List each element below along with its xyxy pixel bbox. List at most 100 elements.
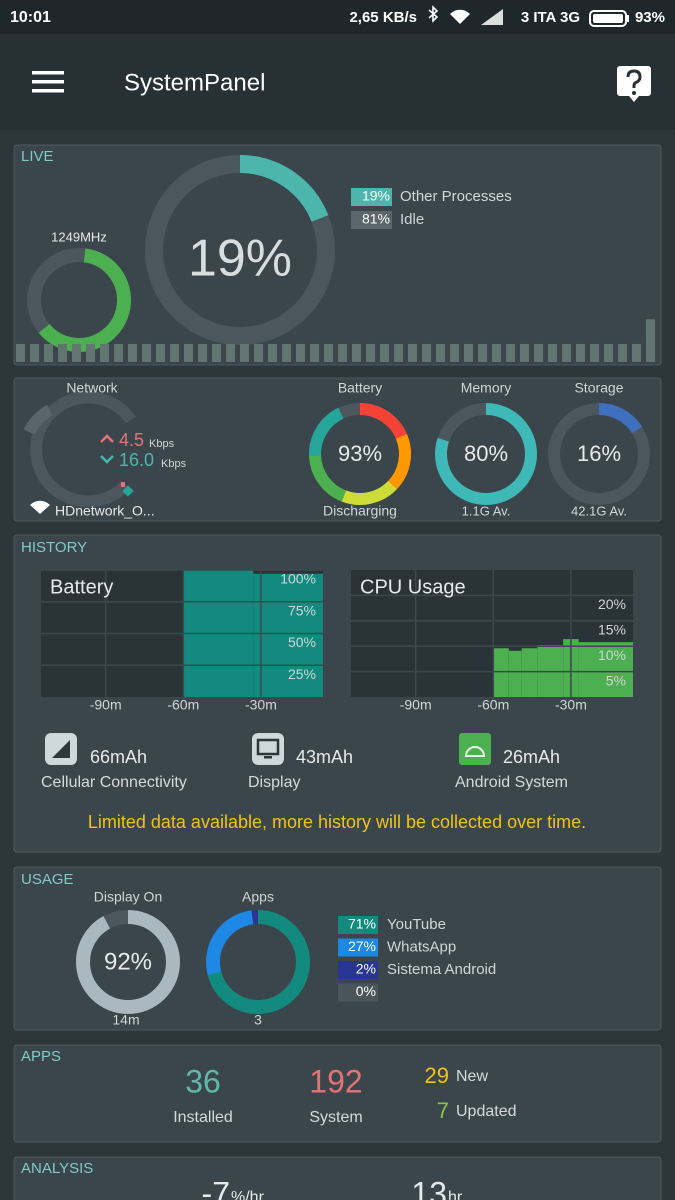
cpu-history-bar bbox=[30, 343, 39, 362]
cpu-history-bar bbox=[366, 343, 375, 362]
storage-percent: 16% bbox=[577, 441, 621, 466]
cpu-history-bar bbox=[352, 343, 361, 362]
display-percent: 92% bbox=[104, 948, 152, 975]
cpu-history-bar bbox=[44, 343, 53, 362]
cpu-history-bar bbox=[212, 343, 221, 362]
signal-icon bbox=[481, 9, 503, 25]
legend-label: WhatsApp bbox=[387, 938, 456, 955]
carrier: 3 ITA 3G bbox=[521, 9, 580, 26]
memory-available: 1.1G Av. bbox=[462, 503, 511, 518]
menu-icon[interactable] bbox=[32, 89, 64, 93]
status-bar bbox=[0, 0, 675, 34]
ring-segment bbox=[309, 403, 411, 505]
cpu-history-bar bbox=[450, 343, 459, 362]
battery-icon-tip bbox=[627, 15, 629, 22]
legend-swatch bbox=[338, 916, 378, 934]
legend-value: 27% bbox=[348, 938, 376, 954]
legend-value: 19% bbox=[362, 188, 390, 204]
ring-segment bbox=[206, 910, 310, 1014]
updated-label: Updated bbox=[456, 1103, 517, 1120]
x-tick-label: -60m bbox=[167, 697, 199, 713]
ring-segment bbox=[206, 910, 310, 1014]
y-tick-label: 15% bbox=[598, 622, 626, 638]
chart-title: Battery bbox=[50, 576, 113, 598]
history-step bbox=[493, 648, 509, 697]
legend-label: YouTube bbox=[387, 916, 446, 933]
network-speed: 2,65 KB/s bbox=[349, 9, 417, 26]
cpu-history-bar bbox=[632, 343, 641, 362]
cpu-history-bar bbox=[618, 343, 627, 362]
cpu-history-bar bbox=[394, 343, 403, 362]
legend-value: 2% bbox=[356, 961, 376, 977]
legend-swatch bbox=[338, 961, 378, 979]
upload-unit: Kbps bbox=[149, 438, 175, 450]
ring-segment bbox=[309, 403, 411, 505]
cpu-history-bar bbox=[156, 343, 165, 362]
ring-segment bbox=[76, 910, 180, 1014]
android-icon bbox=[459, 733, 491, 765]
display-label: Display On bbox=[94, 889, 162, 905]
ring-segment bbox=[206, 910, 310, 1014]
legend-label: Idle bbox=[400, 211, 424, 228]
ring-segment bbox=[435, 403, 537, 505]
cpu-history-bar bbox=[464, 343, 473, 362]
cpu-history-bar bbox=[282, 343, 291, 362]
legend-value: 81% bbox=[362, 211, 390, 227]
system-count: 192 bbox=[309, 1063, 362, 1099]
ring-segment bbox=[309, 403, 412, 505]
legend-value: 0% bbox=[356, 983, 376, 999]
legend-swatch bbox=[351, 188, 392, 206]
help-icon-dot bbox=[632, 91, 636, 95]
wifi-icon bbox=[450, 9, 470, 24]
cpu-history-bar bbox=[170, 343, 179, 362]
network-gauge bbox=[23, 404, 54, 435]
help-icon-mark bbox=[626, 69, 642, 88]
x-tick-label: -90m bbox=[90, 697, 122, 713]
legend-swatch bbox=[338, 938, 378, 957]
app-bar bbox=[0, 34, 675, 130]
system-label: System bbox=[309, 1109, 362, 1126]
x-tick-label: -30m bbox=[555, 697, 587, 713]
menu-icon[interactable] bbox=[32, 80, 64, 84]
cpu-history-bar bbox=[478, 343, 487, 362]
cpu-history-bar bbox=[184, 343, 193, 362]
drain-rate: -7 bbox=[202, 1175, 230, 1200]
cpu-history-bar bbox=[590, 343, 599, 362]
x-tick-label: -90m bbox=[400, 697, 432, 713]
y-tick-label: 20% bbox=[598, 596, 626, 612]
card-label: HISTORY bbox=[21, 539, 87, 556]
apps-label: Apps bbox=[242, 889, 274, 905]
card bbox=[13, 866, 662, 1031]
cpu-history-bar bbox=[142, 343, 151, 362]
y-tick-label: 75% bbox=[288, 602, 316, 618]
battery-icon-level bbox=[593, 14, 623, 23]
menu-icon[interactable] bbox=[32, 71, 64, 75]
power-amount: 66mAh bbox=[90, 747, 147, 767]
memory-label: Memory bbox=[461, 380, 512, 396]
download-arrow bbox=[100, 455, 114, 464]
battery-percent: 93% bbox=[338, 441, 382, 466]
cpu-history-bar bbox=[576, 343, 585, 362]
power-consumer: Android System bbox=[455, 774, 568, 791]
download-speed: 16.0 bbox=[119, 450, 154, 470]
x-tick-label: -60m bbox=[477, 697, 509, 713]
cpu-history-bar bbox=[268, 343, 277, 362]
y-tick-label: 10% bbox=[598, 647, 626, 663]
cpu-history-bar bbox=[86, 343, 95, 362]
cpu-history-bar bbox=[506, 343, 515, 362]
installed-count: 36 bbox=[185, 1063, 221, 1099]
cpu-history-bar bbox=[310, 343, 319, 362]
ring-segment bbox=[309, 403, 411, 505]
card-label: LIVE bbox=[21, 148, 54, 165]
cpu-history-bar bbox=[254, 343, 263, 362]
battery-state: Discharging bbox=[323, 503, 397, 519]
legend-label: Sistema Android bbox=[387, 961, 496, 978]
x-tick-label: -30m bbox=[245, 697, 277, 713]
cpu-history-bar bbox=[240, 343, 249, 362]
display-icon-glyph bbox=[264, 756, 272, 759]
cpu-history-bar bbox=[114, 343, 123, 362]
legend-swatch bbox=[351, 211, 392, 229]
cpu-history-bar bbox=[534, 343, 543, 362]
